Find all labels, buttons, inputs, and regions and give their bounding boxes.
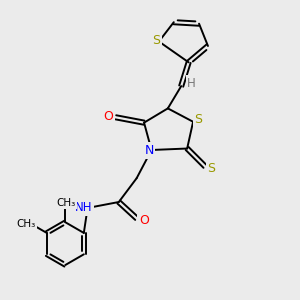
Text: S: S bbox=[208, 162, 215, 175]
Text: N: N bbox=[144, 144, 154, 157]
Text: S: S bbox=[152, 34, 160, 47]
Text: NH: NH bbox=[75, 201, 93, 214]
Text: CH₃: CH₃ bbox=[16, 219, 35, 229]
Text: O: O bbox=[139, 214, 149, 226]
Text: H: H bbox=[187, 76, 196, 90]
Text: CH₃: CH₃ bbox=[57, 198, 76, 208]
Text: O: O bbox=[104, 110, 114, 123]
Text: S: S bbox=[194, 113, 202, 127]
